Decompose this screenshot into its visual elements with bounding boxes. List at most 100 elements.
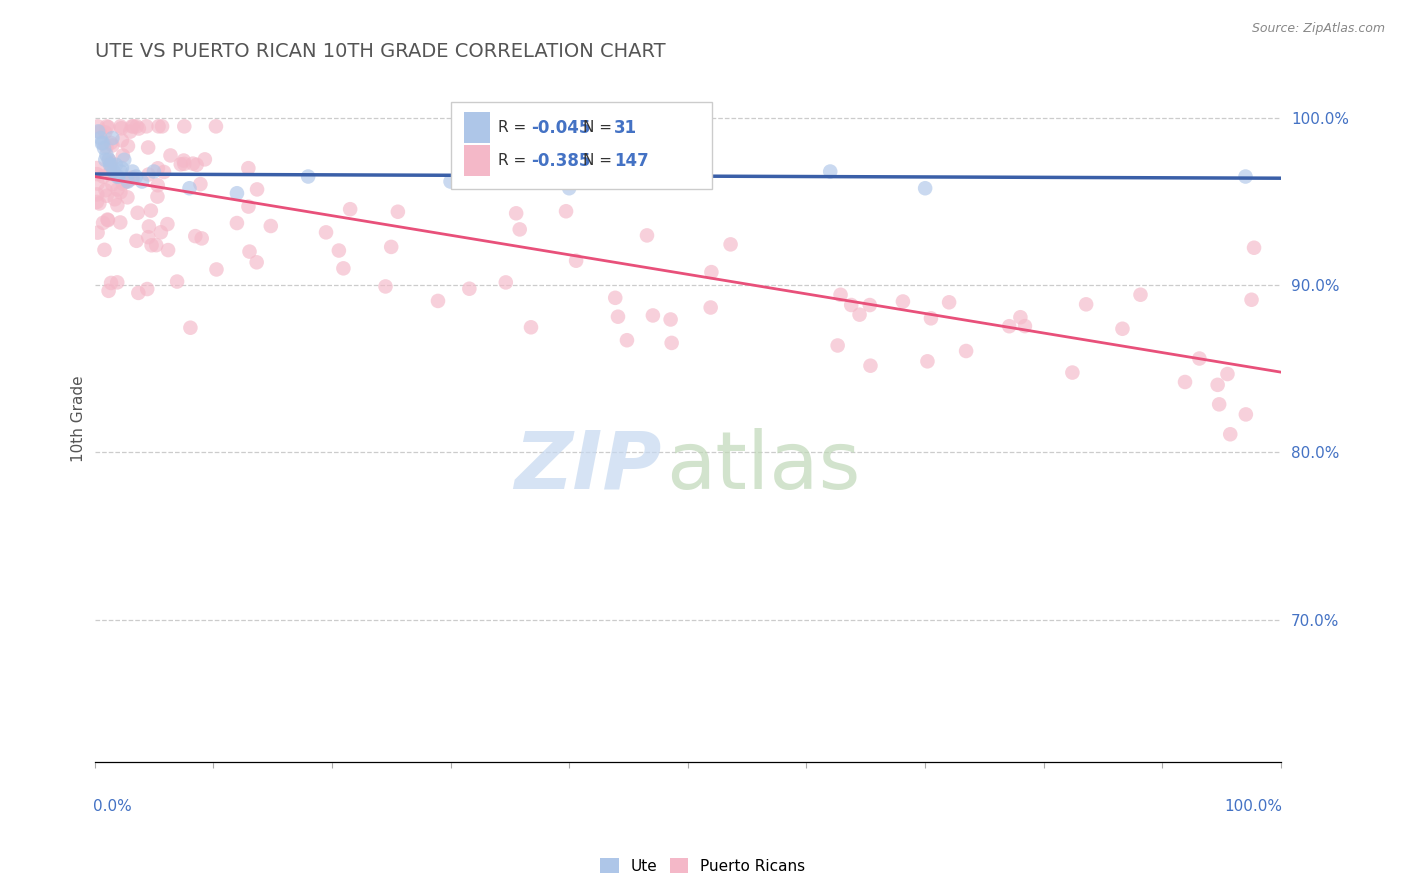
Point — [145, 238, 167, 252]
Point — [111, 148, 134, 162]
Point — [89, 196, 111, 211]
Point — [998, 319, 1021, 334]
Point — [1219, 427, 1241, 442]
Legend: Ute, Puerto Ricans: Ute, Puerto Ricans — [595, 852, 811, 880]
Point — [205, 120, 228, 134]
Point — [387, 204, 409, 219]
Point — [190, 177, 212, 191]
Point — [1074, 297, 1097, 311]
Point — [246, 255, 269, 269]
Point — [100, 158, 122, 172]
Point — [110, 121, 132, 136]
Point — [146, 189, 169, 203]
Text: 100.0%: 100.0% — [1225, 799, 1282, 814]
Text: N =: N = — [583, 120, 617, 135]
Point — [184, 229, 207, 244]
Point — [93, 169, 115, 184]
Point — [173, 153, 195, 168]
Point — [1206, 377, 1229, 392]
Text: ZIP: ZIP — [515, 428, 662, 506]
Point — [97, 153, 120, 167]
Point — [111, 161, 134, 176]
Point — [380, 240, 402, 254]
Point — [458, 282, 481, 296]
Point — [150, 120, 173, 134]
Point — [859, 359, 882, 373]
FancyBboxPatch shape — [450, 102, 711, 189]
Text: 147: 147 — [614, 152, 650, 169]
Point — [125, 169, 148, 184]
Point — [86, 187, 108, 202]
Text: N =: N = — [583, 153, 617, 168]
Point — [100, 158, 122, 172]
Point — [101, 178, 124, 192]
Point — [917, 354, 939, 368]
Point — [339, 202, 361, 217]
Point — [1216, 367, 1239, 381]
Point — [700, 265, 723, 279]
Point — [505, 206, 527, 220]
Point — [159, 148, 181, 162]
Point — [117, 190, 139, 204]
Point — [1234, 408, 1257, 422]
Point — [117, 139, 139, 153]
Point — [1010, 310, 1032, 325]
Point — [96, 140, 118, 154]
Point — [121, 120, 143, 134]
Point — [555, 204, 578, 219]
Point — [96, 188, 118, 202]
Point — [818, 164, 841, 178]
Point — [328, 244, 350, 258]
Point — [1174, 375, 1197, 389]
Point — [103, 164, 125, 178]
Point — [94, 126, 117, 140]
Point — [607, 310, 630, 324]
Point — [374, 279, 396, 293]
Point — [659, 312, 682, 326]
Point — [104, 158, 127, 172]
Point — [86, 177, 108, 191]
Point — [104, 192, 127, 206]
Point — [558, 181, 581, 195]
Point — [107, 182, 129, 196]
Point — [565, 253, 588, 268]
Text: R =: R = — [498, 153, 531, 168]
Point — [131, 175, 153, 189]
Point — [135, 120, 157, 134]
Point — [86, 167, 108, 181]
Y-axis label: 10th Grade: 10th Grade — [72, 376, 86, 462]
Point — [111, 177, 134, 191]
Point — [720, 237, 742, 252]
Text: -0.045: -0.045 — [531, 119, 591, 136]
Point — [110, 186, 132, 200]
Point — [439, 175, 461, 189]
Point — [96, 120, 118, 134]
Point — [190, 231, 212, 245]
Point — [848, 308, 870, 322]
Text: 31: 31 — [614, 119, 637, 136]
Point — [127, 206, 149, 220]
Point — [100, 155, 122, 169]
Point — [136, 140, 159, 154]
Point — [156, 217, 179, 231]
FancyBboxPatch shape — [464, 145, 489, 176]
Point — [520, 320, 543, 334]
Point — [100, 276, 122, 290]
Point — [136, 230, 159, 244]
Point — [1129, 287, 1152, 301]
Point — [839, 298, 862, 312]
Point — [827, 338, 849, 352]
Point — [1111, 322, 1133, 336]
Point — [1062, 366, 1084, 380]
Point — [86, 161, 108, 175]
Point — [121, 170, 143, 185]
Text: 0.0%: 0.0% — [93, 799, 132, 814]
Point — [111, 133, 134, 147]
Point — [636, 228, 658, 243]
Text: UTE VS PUERTO RICAN 10TH GRADE CORRELATION CHART: UTE VS PUERTO RICAN 10TH GRADE CORRELATI… — [94, 42, 665, 61]
Point — [101, 131, 124, 145]
Point — [238, 161, 260, 176]
Point — [661, 335, 683, 350]
Point — [146, 161, 169, 176]
Point — [246, 182, 269, 196]
